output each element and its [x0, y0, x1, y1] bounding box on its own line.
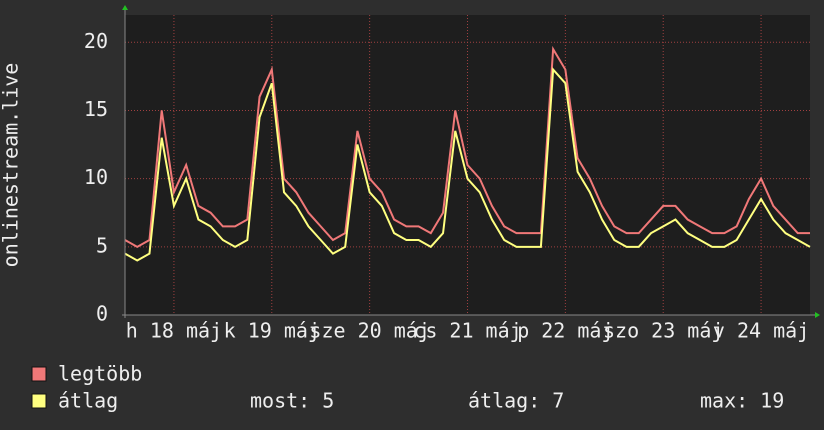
- legend-label: legtöbb: [58, 362, 142, 386]
- x-tick-label: cs 21 máj: [413, 319, 521, 343]
- series-line: [124, 67, 811, 262]
- y-axis-label: onlinestream.live: [0, 63, 23, 268]
- x-tick-label: sze 20 máj: [309, 319, 429, 343]
- y-tick-label: 20: [84, 29, 108, 53]
- axis-arrow: [122, 5, 128, 10]
- y-tick-label: 0: [96, 302, 108, 326]
- legend-label: átlag: [58, 389, 118, 413]
- stat-value: 7: [552, 389, 564, 413]
- axis-arrow: [815, 312, 820, 318]
- y-tick-label: 5: [96, 233, 108, 257]
- x-tick-label: szo 23 máj: [603, 319, 723, 343]
- legend-swatch: [31, 366, 47, 382]
- series-line: [124, 45, 810, 248]
- x-tick-label: h 18 máj: [126, 319, 222, 343]
- x-tick-label: k 19 máj: [224, 319, 320, 343]
- stat-label: átlag:: [468, 389, 540, 413]
- y-tick-label: 15: [84, 97, 108, 121]
- x-tick-label: v 24 máj: [713, 319, 809, 343]
- stat-label: most:: [250, 389, 310, 413]
- legend-swatch: [31, 393, 47, 409]
- stat-label: max:: [700, 389, 748, 413]
- y-tick-label: 10: [84, 165, 108, 189]
- stat-value: 19: [760, 389, 784, 413]
- stat-value: 5: [322, 389, 334, 413]
- x-tick-label: p 22 máj: [517, 319, 613, 343]
